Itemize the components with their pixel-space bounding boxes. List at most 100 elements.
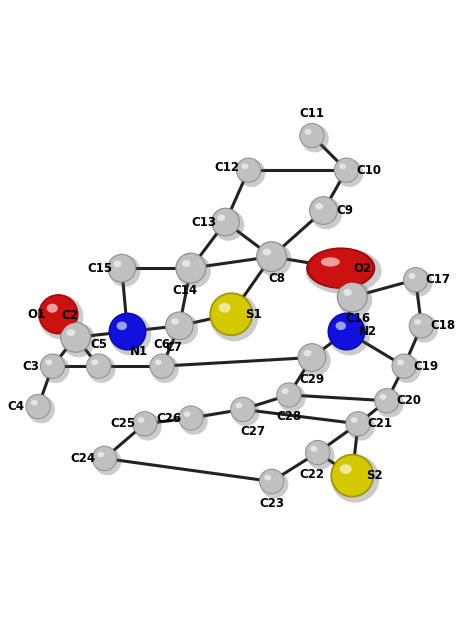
Ellipse shape bbox=[305, 129, 311, 135]
Ellipse shape bbox=[241, 164, 248, 169]
Ellipse shape bbox=[299, 344, 331, 376]
Ellipse shape bbox=[132, 411, 157, 436]
Ellipse shape bbox=[237, 159, 265, 187]
Ellipse shape bbox=[109, 255, 140, 287]
Ellipse shape bbox=[299, 344, 325, 371]
Ellipse shape bbox=[210, 293, 258, 341]
Ellipse shape bbox=[107, 254, 136, 283]
Ellipse shape bbox=[133, 412, 156, 436]
Ellipse shape bbox=[410, 315, 438, 342]
Ellipse shape bbox=[171, 318, 179, 325]
Text: C12: C12 bbox=[214, 161, 239, 174]
Ellipse shape bbox=[304, 350, 311, 357]
Ellipse shape bbox=[183, 412, 191, 417]
Ellipse shape bbox=[393, 355, 421, 383]
Ellipse shape bbox=[338, 283, 366, 312]
Ellipse shape bbox=[210, 292, 253, 336]
Ellipse shape bbox=[88, 355, 116, 383]
Ellipse shape bbox=[150, 355, 174, 378]
Text: C2: C2 bbox=[62, 309, 78, 322]
Ellipse shape bbox=[40, 296, 77, 333]
Ellipse shape bbox=[27, 395, 50, 418]
Ellipse shape bbox=[60, 321, 91, 353]
Ellipse shape bbox=[212, 209, 239, 235]
Ellipse shape bbox=[277, 383, 301, 407]
Ellipse shape bbox=[306, 441, 329, 464]
Ellipse shape bbox=[261, 470, 288, 499]
Ellipse shape bbox=[232, 399, 260, 426]
Ellipse shape bbox=[403, 267, 428, 292]
Ellipse shape bbox=[330, 453, 374, 497]
Ellipse shape bbox=[165, 312, 194, 340]
Text: S1: S1 bbox=[245, 308, 262, 321]
Ellipse shape bbox=[155, 360, 162, 365]
Ellipse shape bbox=[109, 255, 135, 281]
Ellipse shape bbox=[26, 394, 51, 419]
Text: C28: C28 bbox=[276, 410, 301, 423]
Ellipse shape bbox=[305, 440, 330, 465]
Ellipse shape bbox=[329, 314, 364, 349]
Ellipse shape bbox=[259, 469, 284, 494]
Text: N1: N1 bbox=[130, 346, 148, 358]
Text: C20: C20 bbox=[396, 394, 421, 407]
Ellipse shape bbox=[343, 289, 352, 296]
Ellipse shape bbox=[310, 446, 318, 452]
Ellipse shape bbox=[310, 197, 342, 230]
Ellipse shape bbox=[336, 321, 346, 330]
Ellipse shape bbox=[212, 209, 244, 241]
Ellipse shape bbox=[211, 208, 240, 236]
Ellipse shape bbox=[109, 313, 151, 355]
Text: N2: N2 bbox=[359, 325, 377, 338]
Ellipse shape bbox=[332, 455, 373, 496]
Ellipse shape bbox=[27, 395, 55, 423]
Ellipse shape bbox=[151, 355, 179, 383]
Ellipse shape bbox=[38, 294, 79, 334]
Text: C16: C16 bbox=[346, 312, 371, 325]
Ellipse shape bbox=[31, 400, 38, 405]
Ellipse shape bbox=[257, 242, 292, 276]
Ellipse shape bbox=[182, 260, 191, 267]
Text: C8: C8 bbox=[269, 272, 286, 285]
Ellipse shape bbox=[93, 447, 116, 470]
Text: C7: C7 bbox=[165, 341, 182, 354]
Text: C5: C5 bbox=[90, 337, 107, 350]
Ellipse shape bbox=[306, 247, 375, 289]
Text: C27: C27 bbox=[241, 424, 265, 438]
Ellipse shape bbox=[91, 360, 99, 365]
Ellipse shape bbox=[340, 464, 352, 474]
Ellipse shape bbox=[299, 123, 325, 148]
Ellipse shape bbox=[236, 157, 261, 183]
Text: C19: C19 bbox=[413, 360, 438, 373]
Ellipse shape bbox=[86, 354, 111, 379]
Ellipse shape bbox=[338, 283, 372, 317]
Text: C23: C23 bbox=[259, 497, 284, 510]
Ellipse shape bbox=[351, 417, 358, 423]
Ellipse shape bbox=[149, 354, 175, 379]
Ellipse shape bbox=[166, 313, 192, 339]
Ellipse shape bbox=[260, 470, 283, 493]
Ellipse shape bbox=[257, 242, 286, 271]
Ellipse shape bbox=[166, 313, 198, 344]
Ellipse shape bbox=[309, 249, 373, 288]
Ellipse shape bbox=[346, 411, 371, 436]
Text: C6: C6 bbox=[154, 337, 171, 350]
Ellipse shape bbox=[40, 354, 65, 379]
Ellipse shape bbox=[211, 294, 251, 334]
Ellipse shape bbox=[109, 313, 146, 350]
Ellipse shape bbox=[380, 394, 386, 400]
Ellipse shape bbox=[236, 403, 242, 408]
Text: C26: C26 bbox=[156, 412, 182, 424]
Ellipse shape bbox=[346, 412, 370, 436]
Ellipse shape bbox=[219, 303, 231, 313]
Ellipse shape bbox=[375, 389, 399, 412]
Text: C3: C3 bbox=[22, 360, 39, 373]
Ellipse shape bbox=[392, 355, 416, 378]
Text: S2: S2 bbox=[366, 469, 383, 482]
Ellipse shape bbox=[179, 407, 202, 429]
Ellipse shape bbox=[409, 313, 434, 339]
Ellipse shape bbox=[87, 355, 110, 378]
Ellipse shape bbox=[337, 281, 368, 313]
Ellipse shape bbox=[328, 313, 365, 350]
Ellipse shape bbox=[392, 354, 417, 379]
Text: O2: O2 bbox=[354, 262, 372, 275]
